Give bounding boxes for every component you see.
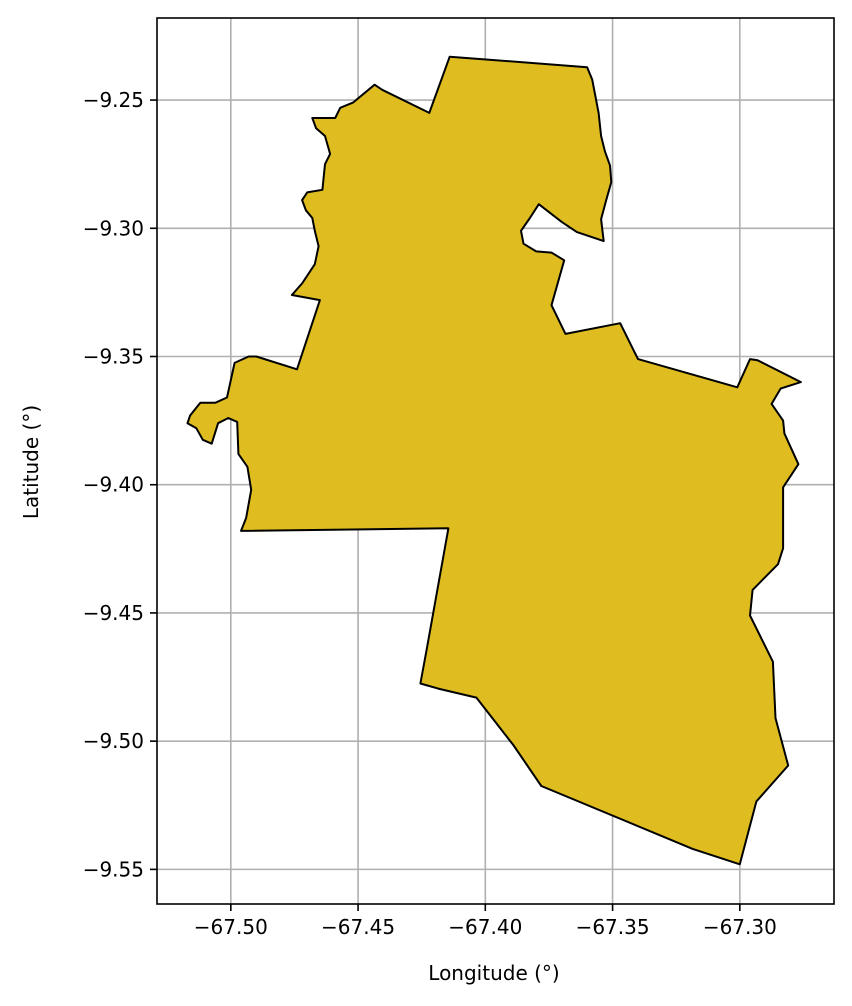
y-tick-label: −9.30 — [83, 216, 144, 240]
y-tick-label: −9.35 — [83, 345, 144, 369]
y-tick-label: −9.55 — [83, 857, 144, 881]
y-tick-label: −9.25 — [83, 88, 144, 112]
axis-ticks: −67.50 −67.45 −67.40 −67.35 −67.30 −9.25 −9.30… — [83, 88, 777, 939]
x-tick-label: −67.45 — [321, 915, 395, 939]
region-polygon — [186, 55, 802, 866]
y-tick-label: −9.40 — [83, 473, 144, 497]
x-tick-label: −67.30 — [703, 915, 777, 939]
x-tick-label: −67.50 — [194, 915, 268, 939]
x-axis-label: Longitude (°) — [428, 961, 559, 985]
y-axis-label: Latitude (°) — [19, 405, 43, 519]
x-tick-label: −67.40 — [448, 915, 522, 939]
y-tick-label: −9.50 — [83, 729, 144, 753]
plot-area-frame — [156, 17, 835, 905]
x-tick-label: −67.35 — [576, 915, 650, 939]
y-tick-label: −9.45 — [83, 601, 144, 625]
